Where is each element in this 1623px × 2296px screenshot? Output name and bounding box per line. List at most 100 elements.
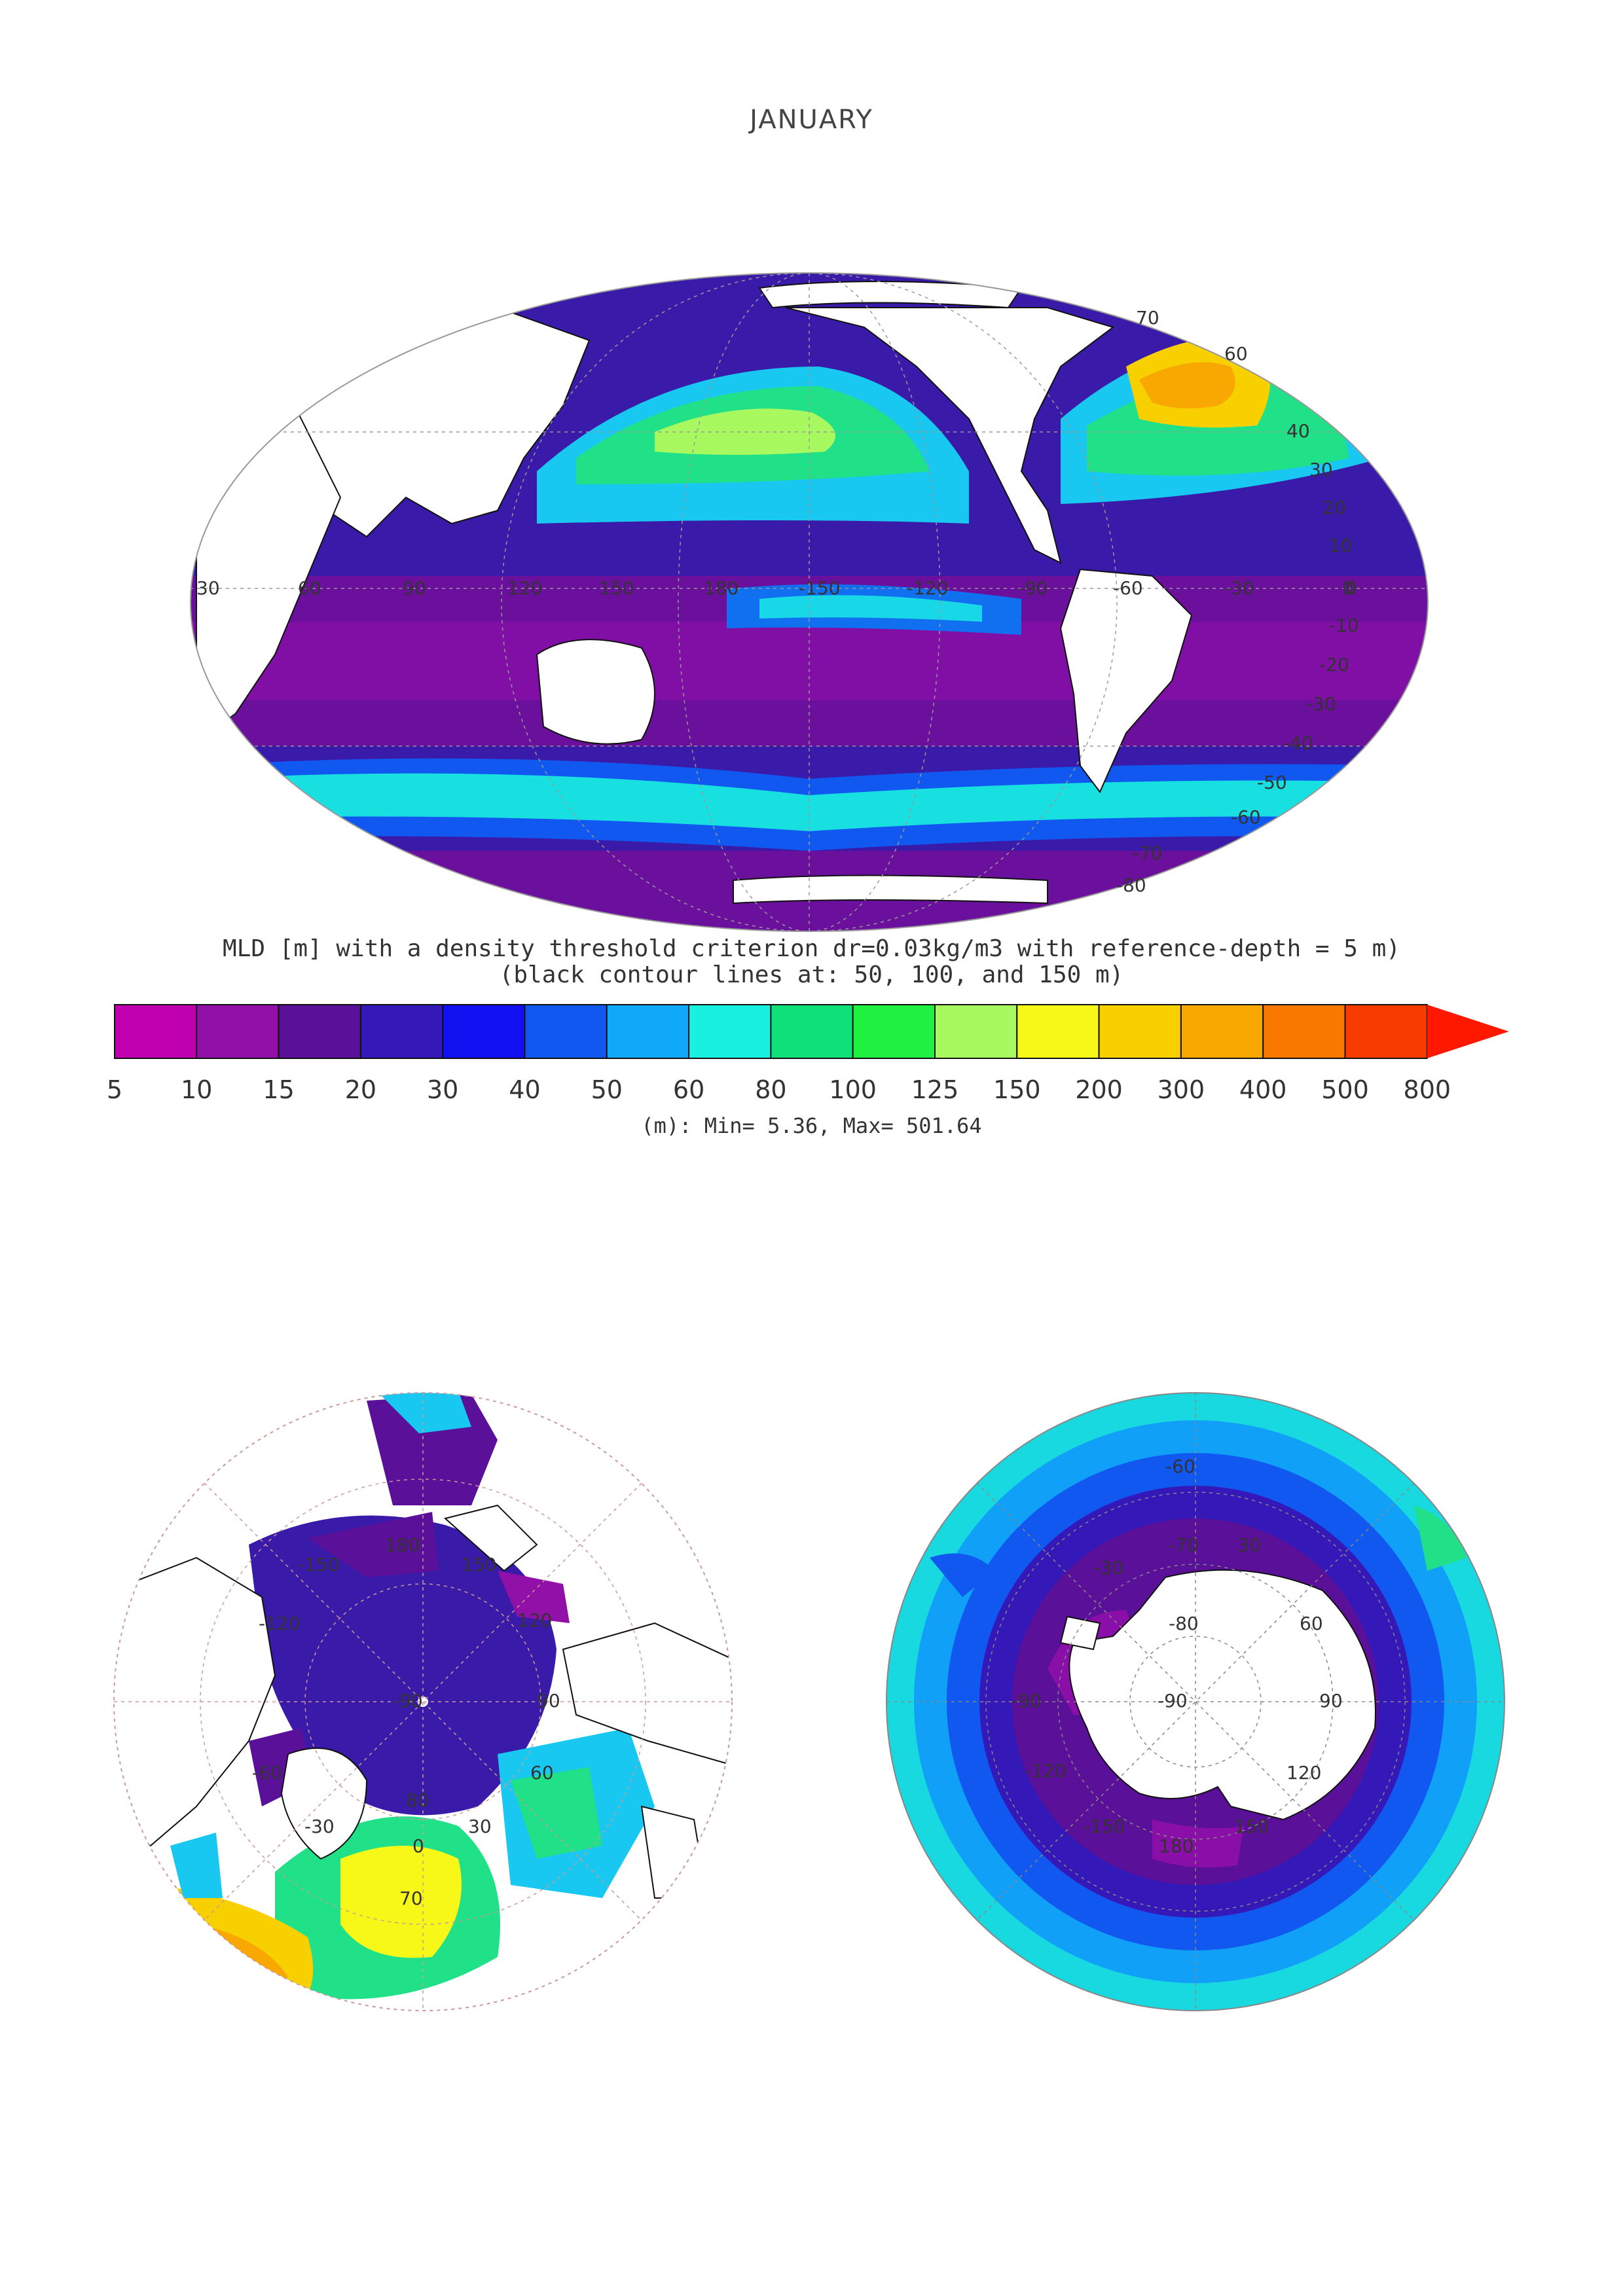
colorbar-segment — [606, 1004, 690, 1059]
lat-label: -50 — [1257, 772, 1287, 793]
colorbar-segment — [442, 1004, 526, 1059]
np-label: 0 — [412, 1835, 424, 1857]
colorbar-segment — [1344, 1004, 1428, 1059]
np-label: -120 — [259, 1613, 301, 1634]
colorbar — [114, 1004, 1509, 1059]
antarctica-polar — [1068, 1569, 1376, 1821]
lat-label: 40 — [1286, 420, 1310, 442]
np-label: -30 — [304, 1816, 335, 1837]
sp-label: -90 — [1158, 1690, 1188, 1712]
np-label: 120 — [517, 1609, 552, 1631]
np-label: 30 — [468, 1816, 492, 1837]
lat-label: -30 — [1306, 693, 1336, 715]
colorbar-tick-label: 20 — [344, 1075, 377, 1104]
np-label: 150 — [462, 1554, 496, 1575]
lat-label: -20 — [1319, 654, 1349, 675]
sp-label: 30 — [1237, 1534, 1261, 1556]
lon-label: -90 — [1018, 577, 1048, 599]
lat-label: -80 — [1116, 874, 1146, 896]
sp-label: -60 — [1165, 1456, 1195, 1477]
sp-label: -150 — [1084, 1816, 1125, 1837]
lon-label: 90 — [403, 577, 426, 599]
sp-label: -90 — [1012, 1690, 1042, 1712]
sp-label: 180 — [1159, 1835, 1194, 1857]
colorbar-tick-label: 50 — [591, 1075, 623, 1104]
colorbar-tick-label: 10 — [181, 1075, 213, 1104]
colorbar-segment — [278, 1004, 361, 1059]
lon-label: 30 — [196, 577, 220, 599]
colorbar-tick-label: 100 — [829, 1075, 877, 1104]
colorbar-tick-label: 40 — [509, 1075, 541, 1104]
caption-line-2: (black contour lines at: 50, 100, and 15… — [499, 961, 1124, 988]
colorbar-segment — [196, 1004, 280, 1059]
graticule — [191, 273, 1428, 931]
colorbar-tick-label: 30 — [427, 1075, 459, 1104]
np-label: 90 — [537, 1690, 560, 1712]
lon-label: 120 — [507, 577, 542, 599]
lon-label: 180 — [704, 577, 739, 599]
colorbar-tick-label: 125 — [911, 1075, 959, 1104]
colorbar-tick-label: 500 — [1321, 1075, 1369, 1104]
colorbar-tick-label: 150 — [993, 1075, 1041, 1104]
lat-label: 70 — [1136, 307, 1159, 329]
south-polar-map: -60 -70 -80 -90 -30 60 90 120 150 180 -1… — [886, 1392, 1505, 2011]
colorbar-tick-label: 800 — [1403, 1075, 1451, 1104]
np-label: -90 — [393, 1690, 423, 1712]
world-map: 30 60 90 120 150 180 -150 -120 -90 -60 -… — [190, 272, 1429, 932]
page-title: JANUARY — [750, 105, 873, 135]
lat-label: 20 — [1322, 497, 1346, 518]
lat-label: -10 — [1329, 615, 1359, 636]
colorbar-tick-label: 80 — [755, 1075, 787, 1104]
sp-label: -80 — [1169, 1613, 1199, 1634]
sp-label: -120 — [1025, 1760, 1067, 1782]
colorbar-tick-label: 60 — [672, 1075, 705, 1104]
colorbar-segment — [1180, 1004, 1264, 1059]
caption-line-1: MLD [m] with a density threshold criteri… — [223, 935, 1400, 962]
sp-label: 60 — [1300, 1613, 1323, 1634]
sp-label: 150 — [1234, 1816, 1269, 1837]
np-label: 80 — [406, 1789, 429, 1811]
colorbar-segment — [524, 1004, 608, 1059]
colorbar-tick-label: 15 — [263, 1075, 295, 1104]
colorbar-segment — [934, 1004, 1018, 1059]
np-label: -150 — [298, 1554, 340, 1575]
np-label: 70 — [399, 1888, 423, 1909]
lon-label: -120 — [907, 577, 949, 599]
colorbar-segment — [1262, 1004, 1346, 1059]
colorbar-segment — [114, 1004, 198, 1059]
np-label: 60 — [530, 1762, 554, 1784]
lat-label: -60 — [1231, 806, 1261, 828]
colorbar-segment — [688, 1004, 772, 1059]
antarctica — [733, 874, 1048, 905]
north-america — [785, 307, 1115, 564]
colorbar-segment — [1016, 1004, 1100, 1059]
north-polar-map: 180 -150 150 120 -120 90 -90 60 -60 30 -… — [113, 1392, 733, 2011]
colorbar-segment — [852, 1004, 936, 1059]
lat-label: 60 — [1224, 343, 1248, 365]
lat-label: 0 — [1345, 577, 1357, 599]
sp-label: -70 — [1169, 1534, 1199, 1556]
south-america — [1059, 568, 1193, 793]
sp-label: 120 — [1286, 1762, 1321, 1784]
lat-label: -70 — [1133, 842, 1163, 864]
lon-label: -150 — [799, 577, 841, 599]
lon-label: 60 — [298, 577, 321, 599]
lat-label: -40 — [1283, 732, 1313, 754]
arctic-ocean — [249, 1515, 556, 1816]
colorbar-segment — [1098, 1004, 1182, 1059]
australia — [536, 639, 655, 745]
colorbar-tick-label: 300 — [1157, 1075, 1205, 1104]
min-max-stats: (m): Min= 5.36, Max= 501.64 — [641, 1113, 982, 1138]
colorbar-tick-label: 400 — [1239, 1075, 1287, 1104]
lon-label: 0 — [1342, 577, 1354, 599]
lon-label: -30 — [1224, 577, 1254, 599]
colorbar-segment — [770, 1004, 854, 1059]
lon-label: -60 — [1113, 577, 1143, 599]
eurasia-polar — [562, 1622, 732, 1768]
colorbar-tick-label: 5 — [106, 1075, 123, 1104]
np-label: 180 — [385, 1534, 420, 1556]
lat-label: 30 — [1309, 459, 1333, 480]
sp-label: -30 — [1093, 1557, 1123, 1579]
colorbar-segment — [359, 1004, 444, 1059]
